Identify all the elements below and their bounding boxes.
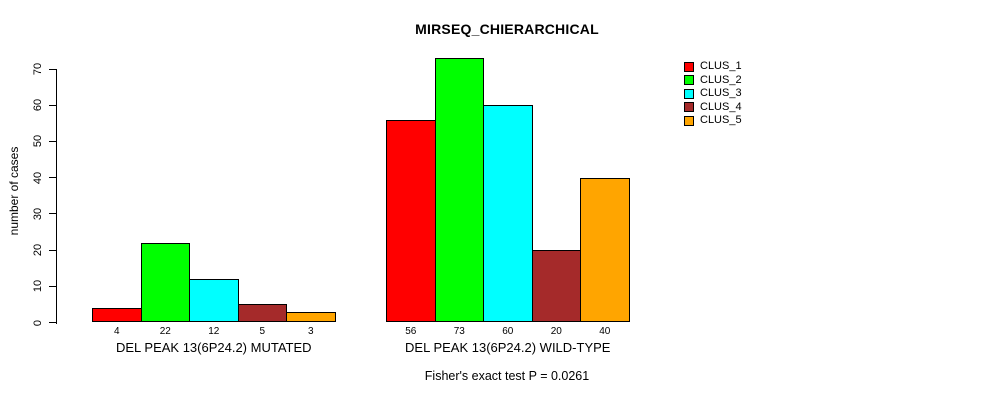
legend-item-clus_5: CLUS_5 xyxy=(684,114,742,128)
legend-label: CLUS_1 xyxy=(700,60,742,73)
bar-value-label: 40 xyxy=(599,326,611,337)
bar-clus_1 xyxy=(92,308,142,323)
bar-value-label: 4 xyxy=(113,326,120,337)
bar-clus_5 xyxy=(580,177,630,323)
legend-label: CLUS_3 xyxy=(700,87,742,100)
legend-label: CLUS_5 xyxy=(700,114,742,127)
bar-value-label: 3 xyxy=(307,326,314,337)
chart-title: MIRSEQ_CHIERARCHICAL xyxy=(415,21,599,37)
bar-clus_2 xyxy=(434,58,484,323)
y-axis-tick xyxy=(49,177,56,179)
bar-value-label: 20 xyxy=(550,326,562,337)
y-axis-tick xyxy=(49,285,56,287)
bar-value-label: 22 xyxy=(159,326,171,337)
group-label: DEL PEAK 13(6P24.2) MUTATED xyxy=(115,340,312,355)
y-axis-tick-label: 40 xyxy=(32,171,44,184)
legend-item-clus_4: CLUS_4 xyxy=(684,101,742,115)
legend-swatch-icon xyxy=(684,102,694,113)
y-axis-tick xyxy=(49,213,56,215)
legend-item-clus_3: CLUS_3 xyxy=(684,87,742,101)
y-axis-tick xyxy=(49,322,56,323)
y-axis-tick-label: 70 xyxy=(32,62,44,76)
legend: CLUS_1 CLUS_2 CLUS_3 CLUS_4 CLUS_5 xyxy=(684,60,742,128)
bar-value-label: 73 xyxy=(453,326,465,337)
y-axis-tick-label: 30 xyxy=(32,207,44,220)
legend-swatch-icon xyxy=(684,115,694,126)
bar-clus_3 xyxy=(189,279,239,323)
bar-value-label: 12 xyxy=(208,326,220,337)
y-axis xyxy=(56,69,57,324)
y-axis-tick-label: 0 xyxy=(32,319,44,326)
legend-label: CLUS_2 xyxy=(700,73,742,86)
bar-clus_5 xyxy=(286,311,336,323)
y-axis-tick xyxy=(49,249,56,251)
y-axis-tick xyxy=(49,140,56,142)
group-label: DEL PEAK 13(6P24.2) WILD-TYPE xyxy=(405,340,611,355)
bar-value-label: 60 xyxy=(502,326,514,337)
bar-clus_3 xyxy=(483,105,533,323)
bar-clus_4 xyxy=(237,304,287,323)
legend-swatch-icon xyxy=(684,88,694,99)
y-axis-tick-label: 50 xyxy=(32,135,44,148)
y-axis-tick-label: 10 xyxy=(32,280,44,293)
bar-clus_2 xyxy=(140,242,190,323)
y-axis-tick xyxy=(49,68,56,70)
legend-item-clus_2: CLUS_2 xyxy=(684,74,742,88)
legend-swatch-icon xyxy=(684,75,694,86)
y-axis-label: number of cases xyxy=(7,146,21,236)
caption-text: Fisher's exact test P = 0.0261 xyxy=(424,369,590,383)
bar-clus_1 xyxy=(386,119,436,323)
y-axis-tick-label: 20 xyxy=(32,243,44,257)
legend-item-clus_1: CLUS_1 xyxy=(684,60,742,74)
bar-value-label: 5 xyxy=(259,326,266,337)
y-axis-tick xyxy=(49,104,56,106)
legend-swatch-icon xyxy=(684,61,694,72)
bar-clus_4 xyxy=(531,250,581,323)
y-axis-tick-label: 60 xyxy=(32,99,44,112)
legend-label: CLUS_4 xyxy=(700,100,742,113)
bar-value-label: 56 xyxy=(405,326,417,337)
